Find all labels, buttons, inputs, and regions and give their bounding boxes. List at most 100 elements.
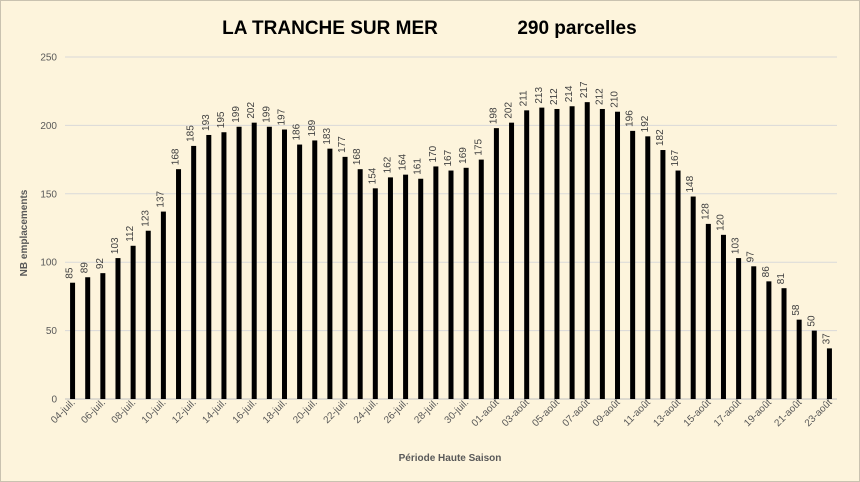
- x-tick-label: 19-août: [742, 397, 774, 429]
- x-tick-label: 18-juil.: [261, 397, 290, 426]
- bar: [342, 156, 348, 399]
- data-label: 192: [640, 115, 651, 132]
- bar: [145, 230, 151, 399]
- data-label: 164: [398, 154, 409, 171]
- bar: [130, 245, 136, 399]
- data-label: 211: [519, 90, 530, 106]
- data-label: 210: [610, 91, 621, 108]
- data-label: 128: [700, 203, 711, 220]
- y-tick-label: 150: [40, 189, 57, 200]
- chart-title: LA TRANCHE SUR MER: [222, 18, 438, 39]
- bar: [675, 170, 681, 399]
- bar: [251, 122, 257, 399]
- data-label: 202: [246, 102, 257, 119]
- bar: [85, 277, 91, 399]
- bar: [372, 188, 378, 399]
- x-tick-label: 16-juil.: [231, 397, 260, 426]
- bar: [493, 128, 499, 400]
- data-label: 168: [352, 148, 363, 165]
- x-tick-label: 20-juil.: [291, 397, 320, 426]
- data-label: 92: [95, 258, 106, 270]
- data-label: 137: [155, 190, 166, 207]
- bar: [509, 122, 515, 399]
- data-label: 103: [731, 237, 742, 254]
- x-tick-label: 06-juil.: [79, 397, 108, 426]
- x-tick-label: 05-août: [530, 397, 562, 429]
- bar: [796, 319, 802, 399]
- bar: [433, 166, 439, 399]
- bar: [720, 234, 726, 399]
- data-label: 185: [186, 125, 197, 142]
- bar: [736, 258, 742, 399]
- bar: [539, 107, 545, 399]
- data-label: 196: [625, 110, 636, 127]
- bar: [751, 266, 757, 399]
- data-label: 189: [307, 119, 318, 136]
- data-label: 50: [806, 315, 817, 327]
- bar: [524, 110, 530, 400]
- bar: [327, 148, 333, 399]
- bar: [236, 126, 242, 399]
- y-axis-ticks: 0 50 100 150 200 250: [40, 53, 57, 406]
- data-label: 199: [231, 106, 242, 123]
- bar: [70, 282, 76, 399]
- data-label: 89: [80, 262, 91, 274]
- bar: [266, 126, 272, 399]
- bar: [645, 136, 651, 399]
- bar: [554, 108, 560, 399]
- data-label: 168: [171, 148, 182, 165]
- x-tick-label: 09-août: [591, 397, 623, 429]
- bar: [387, 177, 393, 399]
- bar: [463, 167, 469, 399]
- x-tick-label: 30-juil.: [443, 397, 472, 426]
- x-tick-label: 10-juil.: [140, 397, 169, 426]
- bar: [357, 169, 363, 399]
- bar: [206, 134, 212, 399]
- y-tick-label: 50: [46, 326, 58, 337]
- bar: [312, 140, 318, 399]
- x-tick-label: 03-août: [500, 397, 532, 429]
- data-label: 120: [715, 214, 726, 231]
- data-label: 213: [534, 86, 545, 103]
- bar: [781, 288, 787, 399]
- x-tick-label: 12-juil.: [170, 397, 199, 426]
- bars: [70, 102, 832, 400]
- bar: [826, 348, 832, 399]
- bar: [615, 111, 621, 399]
- data-label: 162: [382, 156, 393, 173]
- x-axis-title: Période Haute Saison: [399, 453, 502, 464]
- bar: [100, 273, 106, 399]
- bar: [418, 178, 424, 399]
- bar: [584, 102, 590, 400]
- data-label: 217: [579, 81, 590, 98]
- data-label: 186: [292, 123, 303, 140]
- bar: [690, 196, 696, 399]
- bar: [115, 258, 121, 399]
- data-label: 154: [367, 167, 378, 184]
- data-label: 183: [322, 128, 333, 145]
- y-axis-title: NB emplacements: [19, 189, 30, 276]
- x-tick-label: 23-août: [803, 397, 835, 429]
- data-label: 167: [443, 149, 454, 166]
- bar: [811, 330, 817, 399]
- data-labels: 85 89 92 103 112 123 137 168 185 193 195 199 202 199 1…: [65, 81, 833, 344]
- data-label: 199: [261, 106, 272, 123]
- x-tick-label: 24-juil.: [352, 397, 381, 426]
- bar: [191, 145, 197, 399]
- bar: [297, 144, 303, 399]
- bar: [766, 281, 772, 399]
- x-tick-label: 13-août: [651, 397, 683, 429]
- bar: [160, 211, 166, 399]
- data-label: 37: [821, 333, 832, 345]
- chart-subtitle: 290 parcelles: [517, 18, 636, 39]
- data-label: 169: [458, 147, 469, 164]
- data-label: 86: [761, 266, 772, 278]
- bar: [478, 159, 484, 399]
- x-tick-label: 28-juil.: [412, 397, 441, 426]
- data-label: 167: [670, 149, 681, 166]
- data-label: 212: [549, 88, 560, 105]
- y-tick-label: 0: [51, 395, 57, 406]
- bar: [630, 130, 636, 399]
